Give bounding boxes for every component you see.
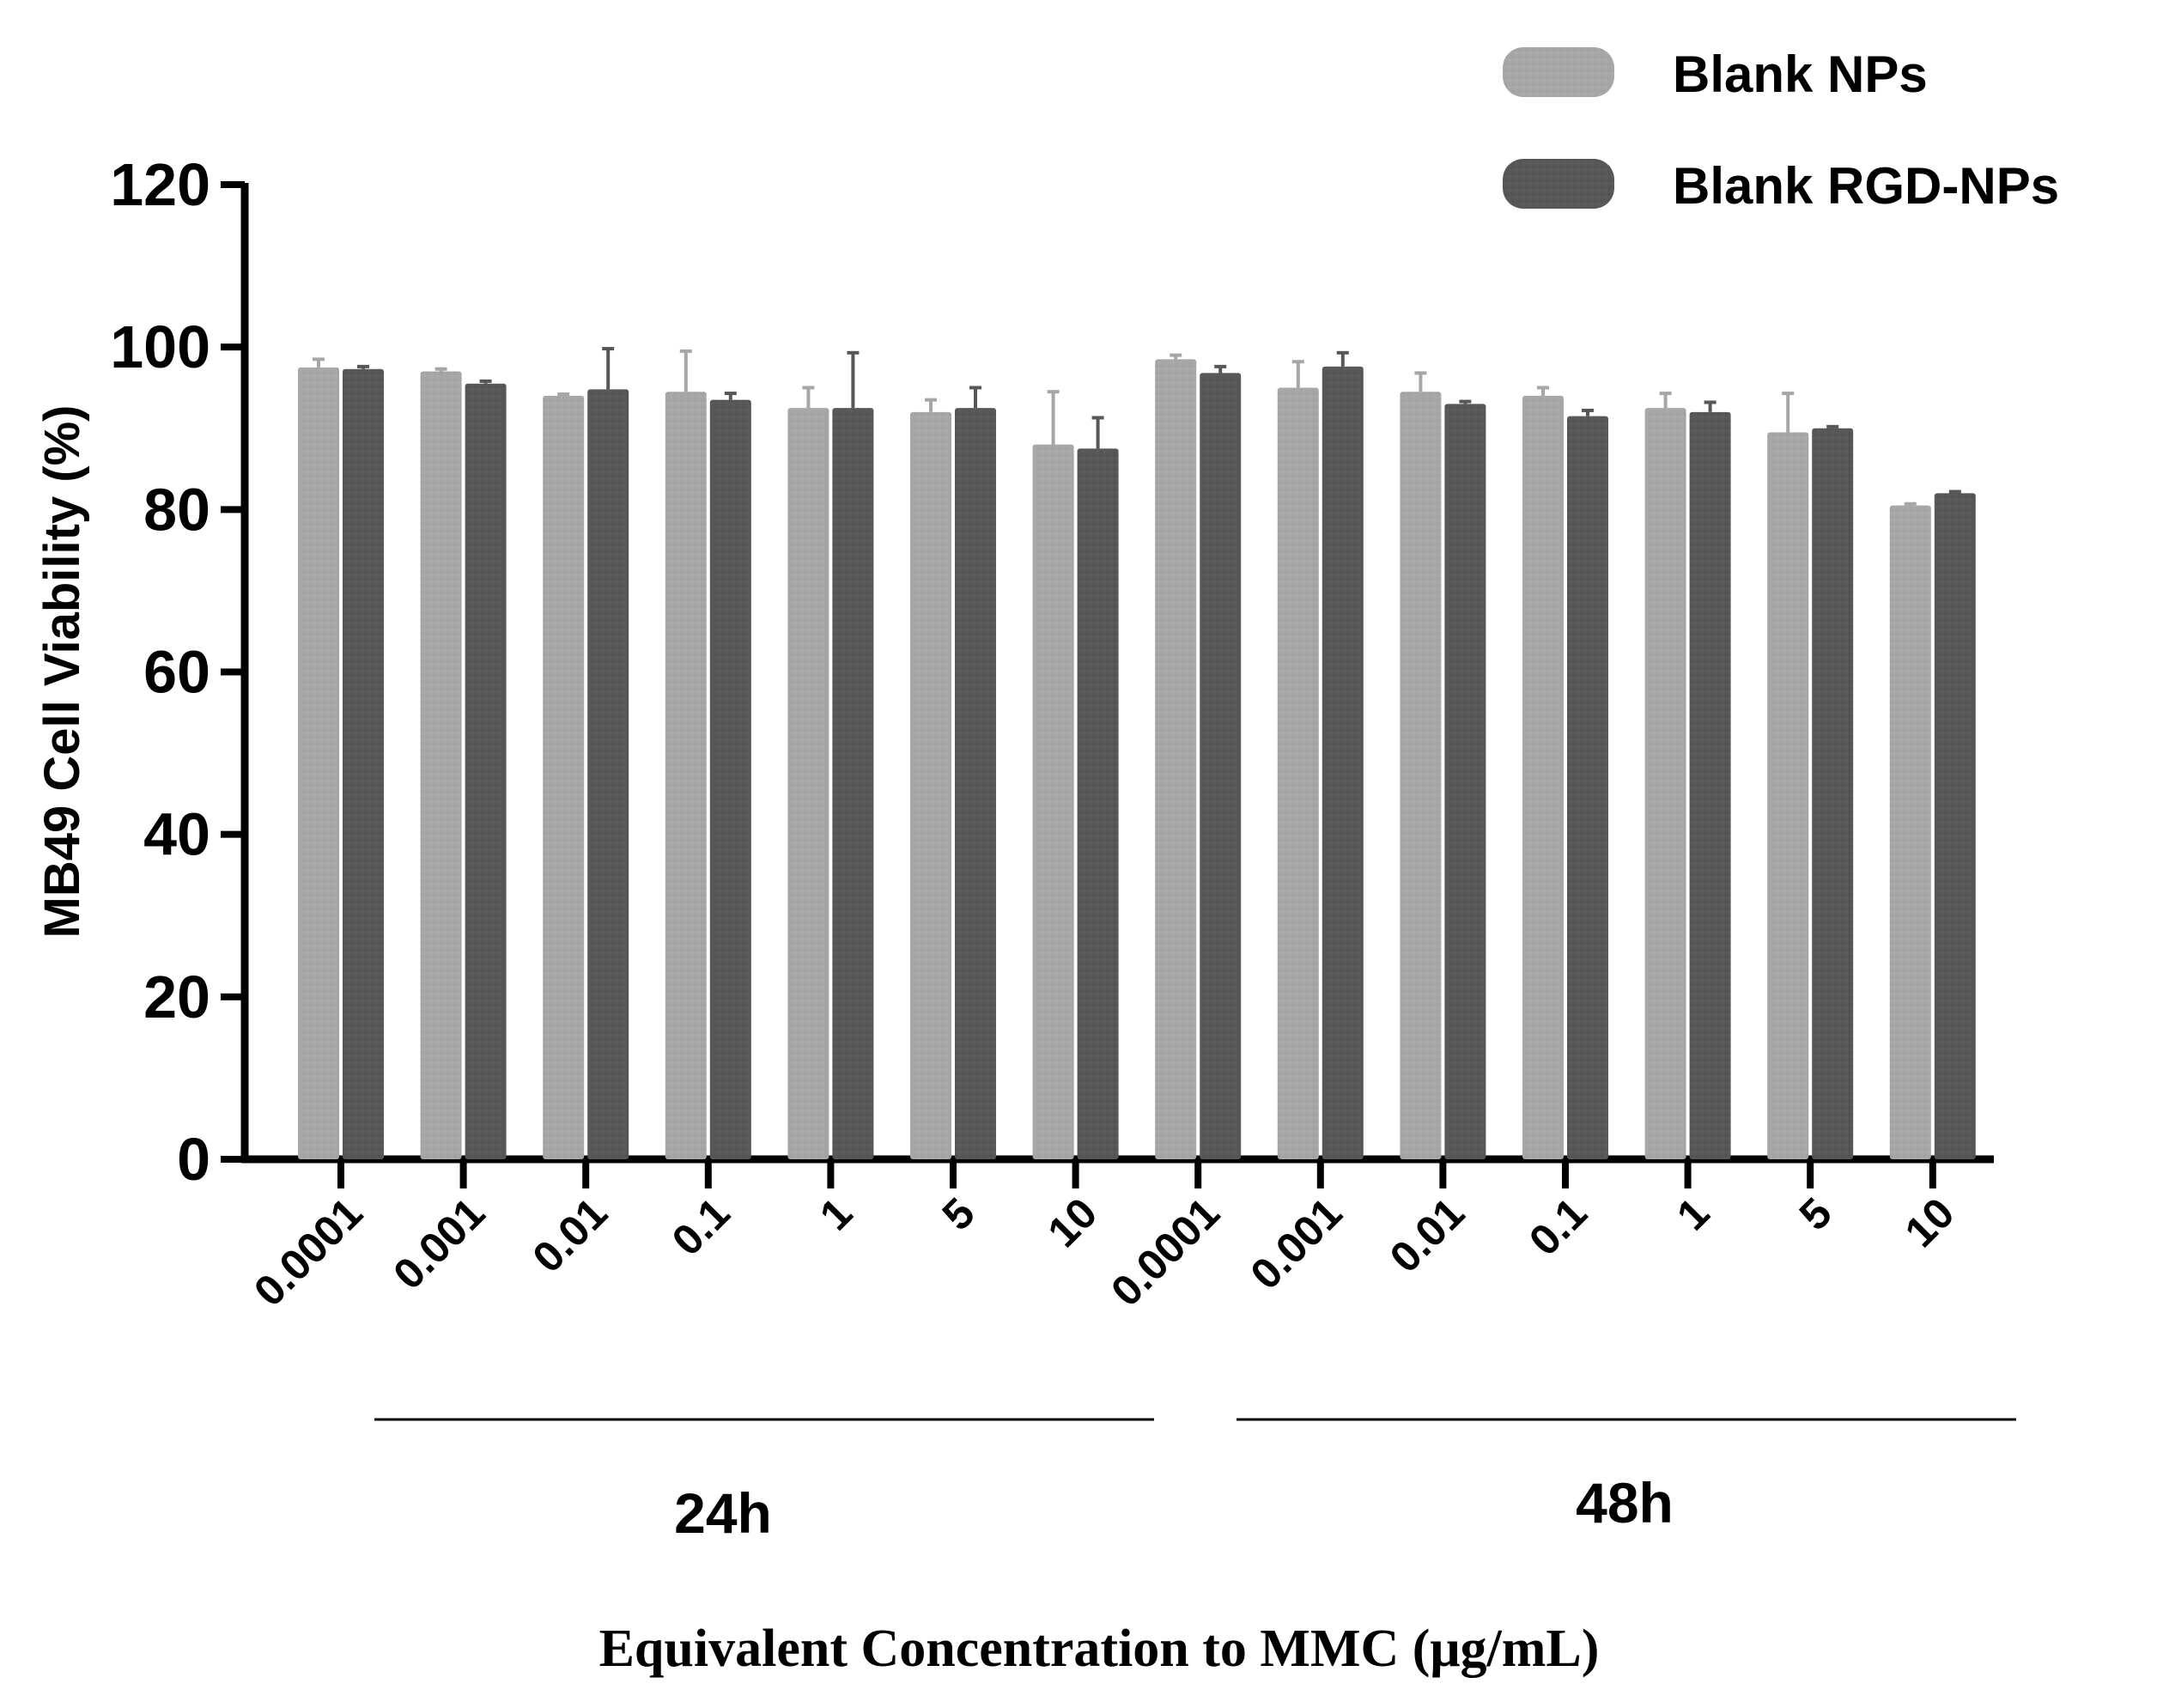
- x-tick-label: 0.001: [384, 1188, 494, 1298]
- bar-blank-nps: [787, 408, 829, 1160]
- x-tick-label: 10: [1038, 1188, 1106, 1256]
- bar-blank-nps: [1400, 392, 1442, 1159]
- x-tick-label: 0.001: [1242, 1188, 1352, 1298]
- y-tick-label: 120: [110, 151, 210, 218]
- legend-swatch: [1503, 47, 1614, 97]
- y-tick-label: 20: [143, 963, 210, 1030]
- y-tick-label: 40: [143, 801, 210, 868]
- bar-blank-nps: [1522, 395, 1564, 1160]
- x-tick-label: 5: [933, 1188, 984, 1239]
- group-label: 48h: [1576, 1471, 1674, 1535]
- x-tick-label: 0.1: [663, 1188, 739, 1265]
- x-axis-title: Equivalent Concentration to MMC (μg/mL): [599, 1620, 1600, 1678]
- bar-blank-nps: [298, 367, 339, 1159]
- bar-blank-nps: [910, 411, 951, 1159]
- bar-blank-rgd-nps: [1934, 493, 1976, 1159]
- legend-swatch: [1503, 159, 1614, 209]
- bar-blank-nps: [1155, 359, 1197, 1160]
- x-tick-label: 10: [1896, 1188, 1964, 1256]
- bar-blank-rgd-nps: [1322, 366, 1364, 1159]
- bar-blank-nps: [420, 371, 462, 1160]
- group-label: 24h: [674, 1481, 772, 1545]
- x-tick-label: 0.0001: [245, 1188, 372, 1316]
- y-tick-label: 80: [143, 476, 210, 543]
- bar-blank-nps: [1767, 432, 1809, 1160]
- x-tick-label: 0.01: [1381, 1188, 1473, 1281]
- bar-blank-rgd-nps: [465, 383, 507, 1160]
- x-tick-label: 0.0001: [1102, 1188, 1229, 1316]
- bar-blank-rgd-nps: [1689, 411, 1731, 1159]
- bar-blank-nps: [1032, 444, 1074, 1159]
- bar-blank-rgd-nps: [955, 408, 996, 1160]
- bar-blank-nps: [1277, 387, 1319, 1159]
- bar-blank-rgd-nps: [343, 368, 384, 1159]
- x-tick-label: 1: [811, 1188, 861, 1239]
- y-axis-title: MB49 Cell Viability (%): [34, 405, 90, 939]
- bar-blank-nps: [1889, 505, 1931, 1159]
- legend-label: Blank NPs: [1673, 46, 1928, 103]
- bar-blank-rgd-nps: [587, 389, 629, 1160]
- bar-blank-rgd-nps: [709, 399, 751, 1159]
- bar-blank-rgd-nps: [832, 408, 874, 1160]
- y-tick-label: 100: [110, 313, 210, 380]
- x-tick-label: 1: [1668, 1188, 1718, 1239]
- bar-blank-nps: [665, 392, 707, 1159]
- bar-blank-rgd-nps: [1444, 404, 1486, 1159]
- y-tick-label: 0: [177, 1126, 210, 1193]
- bar-blank-rgd-nps: [1077, 448, 1119, 1159]
- bar-blank-nps: [1644, 408, 1686, 1160]
- y-tick-label: 60: [143, 639, 210, 706]
- legend-label: Blank RGD-NPs: [1673, 157, 2059, 215]
- x-tick-label: 5: [1790, 1188, 1841, 1239]
- bar-blank-rgd-nps: [1567, 416, 1608, 1159]
- bar-blank-nps: [543, 395, 585, 1160]
- x-tick-label: 0.1: [1520, 1188, 1596, 1265]
- bar-blank-rgd-nps: [1812, 428, 1854, 1159]
- x-tick-label: 0.01: [524, 1188, 617, 1281]
- bar-blank-rgd-nps: [1200, 373, 1242, 1159]
